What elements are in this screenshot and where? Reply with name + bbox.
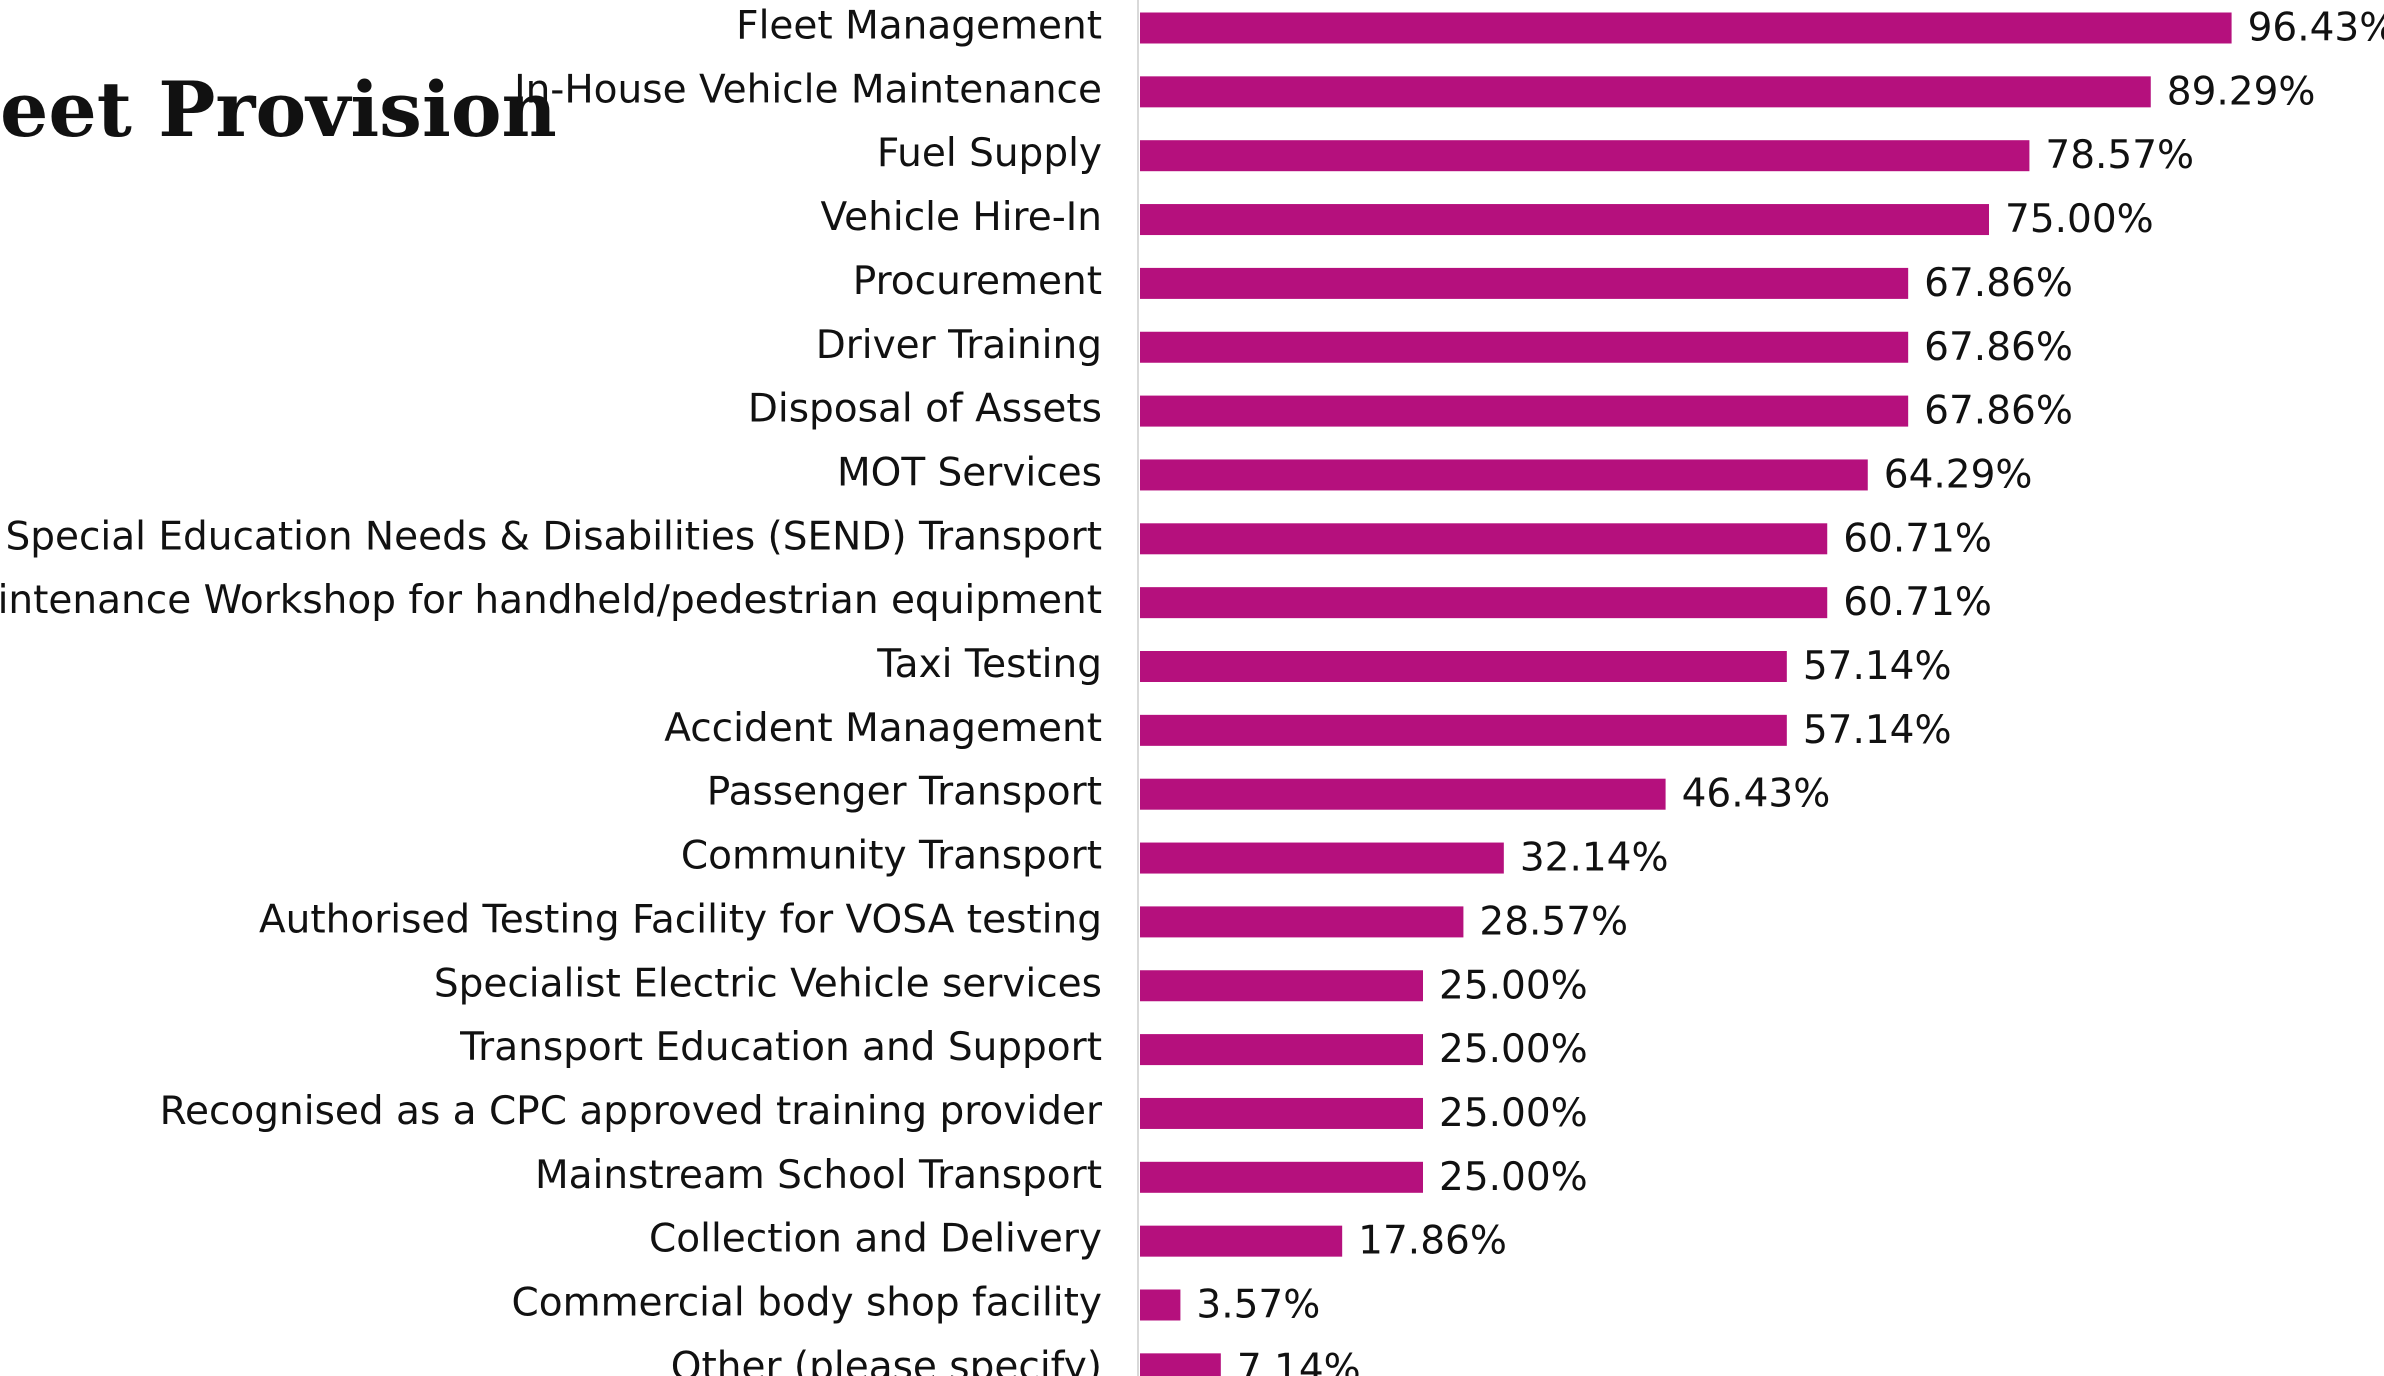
- bar: [1140, 12, 2232, 44]
- bar: [1140, 1289, 1181, 1321]
- category-label: Maintenance Workshop for handheld/pedest…: [0, 578, 1102, 623]
- category-label: MOT Services: [837, 450, 1102, 495]
- value-label: 25.00%: [1439, 1091, 1588, 1136]
- bar: [1140, 778, 1666, 810]
- category-label: Special Education Needs & Disabilities (…: [5, 514, 1102, 559]
- bar: [1140, 459, 1868, 491]
- value-label: 78.57%: [2045, 133, 2194, 178]
- bar: [1140, 1034, 1423, 1066]
- category-label: Mainstream School Transport: [535, 1153, 1102, 1198]
- value-label: 75.00%: [2005, 197, 2154, 242]
- value-label: 64.29%: [1884, 452, 2033, 497]
- value-label: 25.00%: [1439, 1155, 1588, 1200]
- bar: [1140, 395, 1909, 427]
- bar: [1140, 842, 1504, 874]
- category-label: In-House Vehicle Maintenance: [514, 67, 1102, 112]
- category-label: Procurement: [853, 259, 1102, 304]
- bar: [1140, 267, 1909, 299]
- bar: [1140, 906, 1464, 938]
- category-label: Recognised as a CPC approved training pr…: [160, 1089, 1103, 1134]
- value-label: 25.00%: [1439, 1027, 1588, 1072]
- value-label: 32.14%: [1520, 836, 1669, 881]
- value-label: 60.71%: [1843, 580, 1992, 625]
- value-label: 96.43%: [2248, 6, 2384, 51]
- bar: [1140, 970, 1423, 1002]
- bar: [1140, 714, 1787, 746]
- category-label: Accident Management: [664, 706, 1102, 751]
- category-label: Community Transport: [681, 834, 1102, 879]
- bar: [1140, 1161, 1423, 1193]
- category-label: Commercial body shop facility: [511, 1281, 1102, 1326]
- bar: [1140, 140, 2030, 172]
- value-label: 46.43%: [1682, 772, 1831, 817]
- bar: [1140, 76, 2151, 108]
- category-label: Passenger Transport: [707, 770, 1102, 815]
- value-label: 67.86%: [1924, 325, 2073, 370]
- category-label: Authorised Testing Facility for VOSA tes…: [259, 897, 1102, 942]
- category-label: Disposal of Assets: [748, 387, 1102, 432]
- category-label: Fuel Supply: [877, 131, 1102, 176]
- category-label: Specialist Electric Vehicle services: [434, 961, 1102, 1006]
- category-label: Vehicle Hire-In: [821, 195, 1103, 240]
- value-label: 67.86%: [1924, 261, 2073, 306]
- bar: [1140, 1353, 1221, 1376]
- category-label: Driver Training: [816, 323, 1102, 368]
- value-label: 57.14%: [1803, 644, 1952, 689]
- value-label: 57.14%: [1803, 708, 1952, 753]
- category-label: Other (please specify): [671, 1344, 1102, 1376]
- value-label: 60.71%: [1843, 516, 1992, 561]
- bar: [1140, 523, 1828, 555]
- value-label: 3.57%: [1196, 1283, 1320, 1328]
- category-label: Fleet Management: [736, 4, 1102, 49]
- value-label: 25.00%: [1439, 963, 1588, 1008]
- value-label: 67.86%: [1924, 389, 2073, 434]
- bar: [1140, 331, 1909, 363]
- value-label: 17.86%: [1358, 1219, 1507, 1264]
- category-label: Taxi Testing: [876, 642, 1102, 687]
- value-label: 89.29%: [2167, 69, 2316, 114]
- bar: [1140, 651, 1787, 682]
- bar: [1140, 1225, 1343, 1257]
- value-label: 7.14%: [1237, 1346, 1361, 1376]
- bar: [1140, 204, 1989, 236]
- category-label: Collection and Delivery: [649, 1217, 1102, 1262]
- category-label: Transport Education and Support: [459, 1025, 1102, 1070]
- chart-title: eet Provision: [0, 65, 557, 154]
- bar: [1140, 587, 1828, 619]
- bar: [1140, 1097, 1423, 1129]
- value-label: 28.57%: [1479, 899, 1628, 944]
